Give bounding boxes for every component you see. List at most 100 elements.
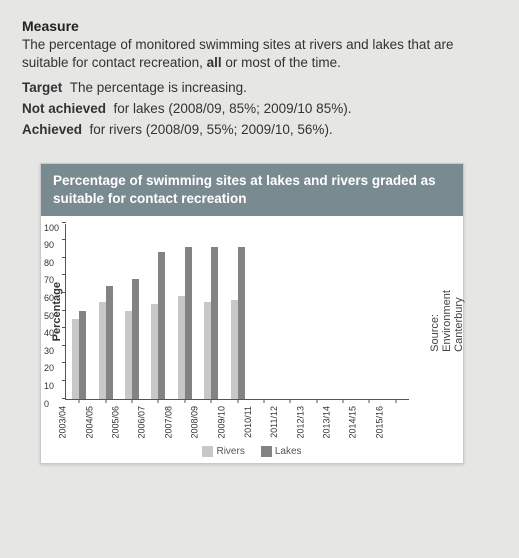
xcategory: 2011/12 <box>277 224 303 399</box>
xtick-label: 2015/16 <box>375 406 385 439</box>
bar <box>211 247 218 398</box>
xtick-mark <box>211 399 212 403</box>
bar <box>185 247 192 398</box>
xtick-label: 2013/14 <box>322 406 332 439</box>
xcategory: 2014/15 <box>356 224 382 399</box>
bar-pair <box>204 224 218 399</box>
achieved-line: Achieved for rivers (2008/09, 55%; 2009/… <box>22 122 497 137</box>
legend-item: Rivers <box>202 446 244 457</box>
ytick-label: 10 <box>44 381 54 391</box>
xcategory: 2008/09 <box>198 224 224 399</box>
bar-pair <box>99 224 113 399</box>
legend-swatch <box>261 446 272 457</box>
ytick-label: 100 <box>44 223 59 233</box>
xcategory: 2012/13 <box>304 224 330 399</box>
ytick-label: 20 <box>44 363 54 373</box>
xtick-mark <box>290 399 291 403</box>
bar-pair <box>72 224 86 399</box>
not-achieved-label: Not achieved <box>22 101 106 116</box>
not-achieved-text: for lakes (2008/09, 85%; 2009/10 85%). <box>114 101 352 116</box>
bar-pair <box>389 224 403 399</box>
bar-pair <box>151 224 165 399</box>
target-text: The percentage is increasing. <box>70 80 247 95</box>
legend-label: Lakes <box>275 446 302 457</box>
ytick-label: 70 <box>44 275 54 285</box>
measure-heading: Measure <box>22 18 497 34</box>
xtick-mark <box>369 399 370 403</box>
xtick-label: 2007/08 <box>163 406 173 439</box>
ytick-mark <box>62 327 66 328</box>
xcategory: 2009/10 <box>224 224 250 399</box>
xtick-label: 2014/15 <box>348 406 358 439</box>
xtick-label: 2006/07 <box>137 406 147 439</box>
measure-desc-bold: all <box>207 55 222 70</box>
ytick-label: 60 <box>44 293 54 303</box>
bar-pair <box>283 224 297 399</box>
achieved-label: Achieved <box>22 122 82 137</box>
bar <box>238 247 245 398</box>
xtick-label: 2012/13 <box>295 406 305 439</box>
ytick-mark <box>62 345 66 346</box>
ytick-label: 80 <box>44 258 54 268</box>
xtick-mark <box>158 399 159 403</box>
bar <box>132 279 139 399</box>
bar-pair <box>178 224 192 399</box>
xtick-label: 2010/11 <box>243 406 253 438</box>
ytick-mark <box>62 310 66 311</box>
measure-desc-p2: or most of the time. <box>222 55 341 70</box>
bar <box>106 286 113 399</box>
ytick-label: 0 <box>44 399 49 409</box>
xtick-mark <box>131 399 132 403</box>
ytick-mark <box>62 222 66 223</box>
bar-pair <box>336 224 350 399</box>
xtick-mark <box>237 399 238 403</box>
xcategory: 2010/11 <box>251 224 277 399</box>
bar-pair <box>257 224 271 399</box>
measure-description: The percentage of monitored swimming sit… <box>22 36 497 72</box>
xtick-label: 2005/06 <box>111 406 121 439</box>
xcategory: 2015/16 <box>383 224 409 399</box>
chart-bars: 2003/042004/052005/062006/072007/082008/… <box>66 224 409 399</box>
not-achieved-line: Not achieved for lakes (2008/09, 85%; 20… <box>22 101 497 116</box>
bar <box>125 311 132 399</box>
chart-plot: 2003/042004/052005/062006/072007/082008/… <box>65 224 409 400</box>
bar-pair <box>310 224 324 399</box>
target-line: Target The percentage is increasing. <box>22 80 497 95</box>
xtick-mark <box>79 399 80 403</box>
xcategory: 2013/14 <box>330 224 356 399</box>
xtick-mark <box>263 399 264 403</box>
bar <box>79 311 86 399</box>
xcategory: 2003/04 <box>66 224 92 399</box>
xtick-label: 2003/04 <box>58 406 68 439</box>
xtick-mark <box>105 399 106 403</box>
ytick-mark <box>62 274 66 275</box>
bar <box>178 296 185 398</box>
xtick-label: 2009/10 <box>216 406 226 439</box>
bar <box>99 302 106 399</box>
chart-card: Percentage of swimming sites at lakes an… <box>40 163 464 463</box>
xtick-mark <box>343 399 344 403</box>
bar <box>231 300 238 399</box>
bar <box>204 302 211 399</box>
xcategory: 2004/05 <box>92 224 118 399</box>
xcategory: 2005/06 <box>119 224 145 399</box>
xcategory: 2007/08 <box>172 224 198 399</box>
xtick-mark <box>184 399 185 403</box>
ytick-mark <box>62 398 66 399</box>
achieved-text: for rivers (2008/09, 55%; 2009/10, 56%). <box>90 122 333 137</box>
legend-label: Rivers <box>216 446 244 457</box>
xtick-mark <box>395 399 396 403</box>
xtick-label: 2008/09 <box>190 406 200 439</box>
bar-pair <box>362 224 376 399</box>
ytick-label: 30 <box>44 346 54 356</box>
xtick-label: 2004/05 <box>84 406 94 439</box>
xcategory: 2006/07 <box>145 224 171 399</box>
ytick-mark <box>62 362 66 363</box>
xtick-mark <box>316 399 317 403</box>
bar-pair <box>125 224 139 399</box>
ytick-mark <box>62 292 66 293</box>
ytick-label: 90 <box>44 240 54 250</box>
bar <box>158 252 165 398</box>
measure-block: Measure The percentage of monitored swim… <box>22 18 497 137</box>
legend-swatch <box>202 446 213 457</box>
